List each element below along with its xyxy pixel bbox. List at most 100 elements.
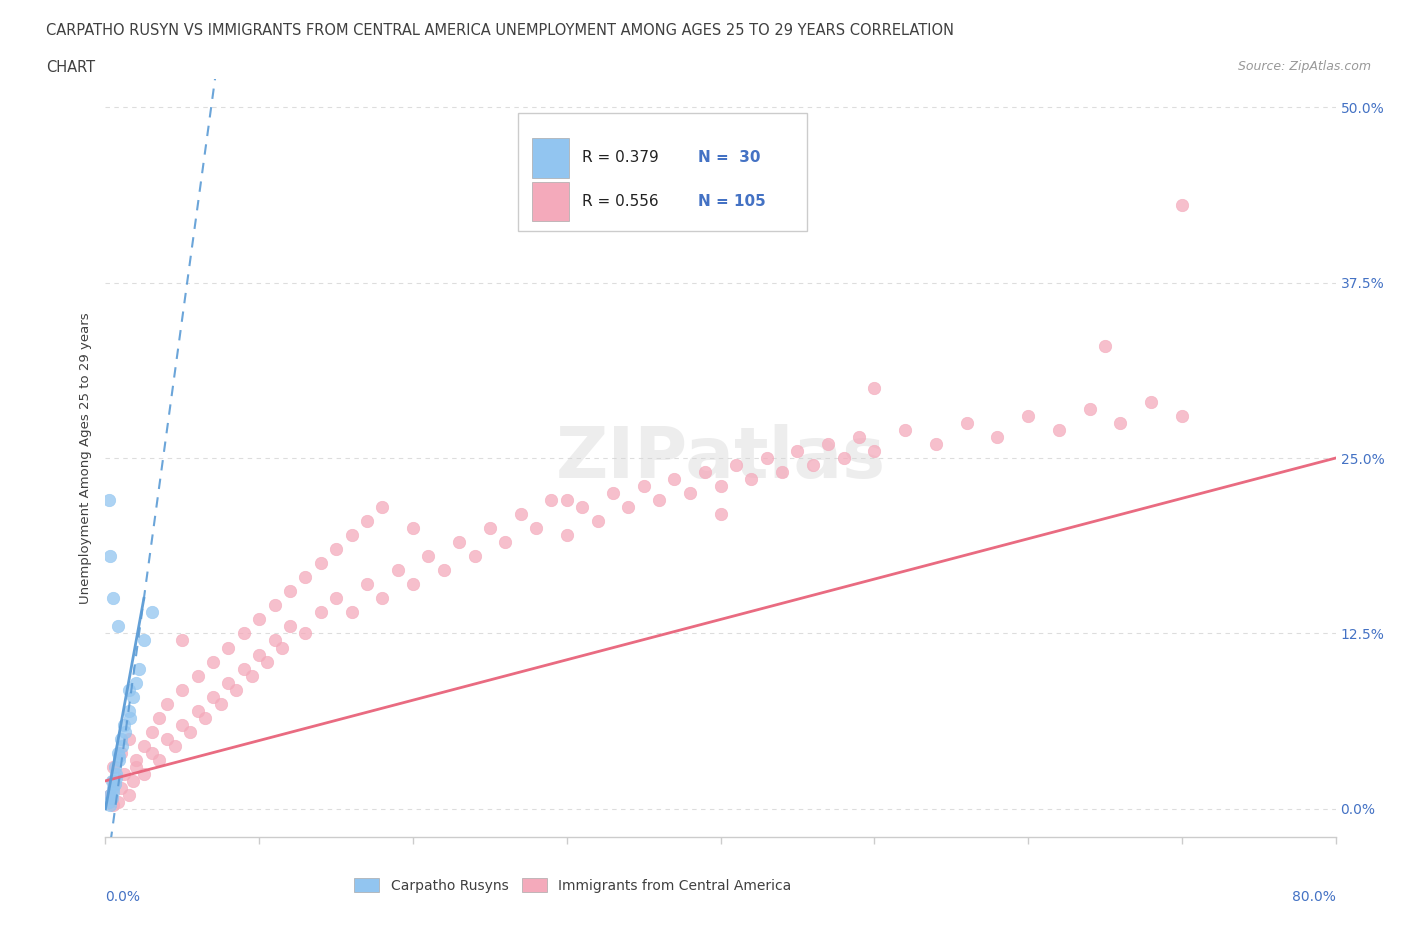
Point [101, 785, 124, 800]
Point [100, 790, 122, 805]
Point [555, 528, 578, 543]
Point [117, 683, 139, 698]
Point [132, 633, 155, 648]
Point [187, 668, 209, 683]
Point [98, 549, 121, 564]
Point [100, 774, 122, 789]
Point [110, 745, 132, 760]
Point [105, 766, 128, 781]
Point [117, 703, 139, 718]
Bar [533, 138, 569, 178]
Text: CARPATHO RUSYN VS IMMIGRANTS FROM CENTRAL AMERICA UNEMPLOYMENT AMONG AGES 25 TO : CARPATHO RUSYN VS IMMIGRANTS FROM CENTRA… [46, 23, 955, 38]
Point [986, 430, 1008, 445]
Point [209, 697, 232, 711]
Point [863, 444, 886, 458]
Point [1017, 408, 1039, 423]
Point [710, 507, 733, 522]
Point [172, 717, 194, 732]
Point [156, 697, 179, 711]
Point [679, 485, 702, 500]
Point [122, 774, 145, 789]
Point [101, 591, 124, 605]
Point [1171, 408, 1194, 423]
Point [724, 458, 747, 472]
Point [141, 745, 163, 760]
Point [98, 788, 121, 803]
Point [786, 444, 808, 458]
Point [101, 760, 124, 775]
Point [141, 724, 163, 739]
Point [101, 780, 124, 795]
Point [586, 513, 609, 528]
Point [218, 675, 240, 690]
Point [247, 647, 270, 662]
Point [108, 748, 131, 763]
Point [494, 535, 516, 550]
Point [294, 570, 316, 585]
Point [925, 436, 948, 451]
Point [617, 499, 640, 514]
Text: 80.0%: 80.0% [1292, 890, 1336, 904]
Point [172, 633, 194, 648]
Point [97, 794, 120, 809]
Point [163, 738, 186, 753]
Point [801, 458, 824, 472]
Text: Source: ZipAtlas.com: Source: ZipAtlas.com [1237, 60, 1371, 73]
Point [1094, 339, 1116, 353]
Point [740, 472, 762, 486]
Point [387, 563, 409, 578]
Point [114, 724, 136, 739]
Point [832, 451, 855, 466]
Point [105, 771, 128, 786]
Text: CHART: CHART [46, 60, 96, 75]
Point [340, 528, 363, 543]
Point [97, 493, 120, 508]
Point [664, 472, 686, 486]
Point [602, 485, 624, 500]
Point [141, 605, 163, 620]
Point [232, 661, 254, 676]
Text: R = 0.379: R = 0.379 [582, 151, 658, 166]
Point [107, 619, 129, 634]
Point [117, 788, 139, 803]
Point [148, 711, 170, 725]
Point [98, 797, 121, 812]
Point [104, 760, 127, 775]
Point [1078, 402, 1101, 417]
Point [1140, 394, 1163, 409]
Point [256, 654, 278, 669]
Point [894, 422, 917, 437]
Point [755, 451, 778, 466]
Point [956, 416, 979, 431]
Point [187, 703, 209, 718]
Point [179, 724, 201, 739]
Point [648, 493, 671, 508]
Text: N = 105: N = 105 [699, 193, 766, 208]
Point [110, 780, 132, 795]
Point [101, 797, 124, 812]
Point [695, 465, 717, 480]
Point [1109, 416, 1132, 431]
Point [633, 479, 655, 494]
Point [110, 731, 132, 746]
Point [478, 521, 501, 536]
Point [770, 465, 793, 480]
Point [104, 777, 127, 791]
Point [863, 380, 886, 395]
Text: ZIPatlas: ZIPatlas [555, 423, 886, 493]
Point [433, 563, 456, 578]
Point [555, 493, 578, 508]
Point [1171, 198, 1194, 213]
Bar [533, 181, 569, 221]
Point [132, 738, 155, 753]
Point [125, 752, 148, 767]
Point [449, 535, 471, 550]
FancyBboxPatch shape [517, 113, 807, 231]
Point [371, 499, 394, 514]
Point [120, 711, 141, 725]
Point [128, 661, 150, 676]
Point [263, 598, 285, 613]
Point [309, 605, 332, 620]
Point [117, 731, 139, 746]
Point [402, 577, 425, 591]
